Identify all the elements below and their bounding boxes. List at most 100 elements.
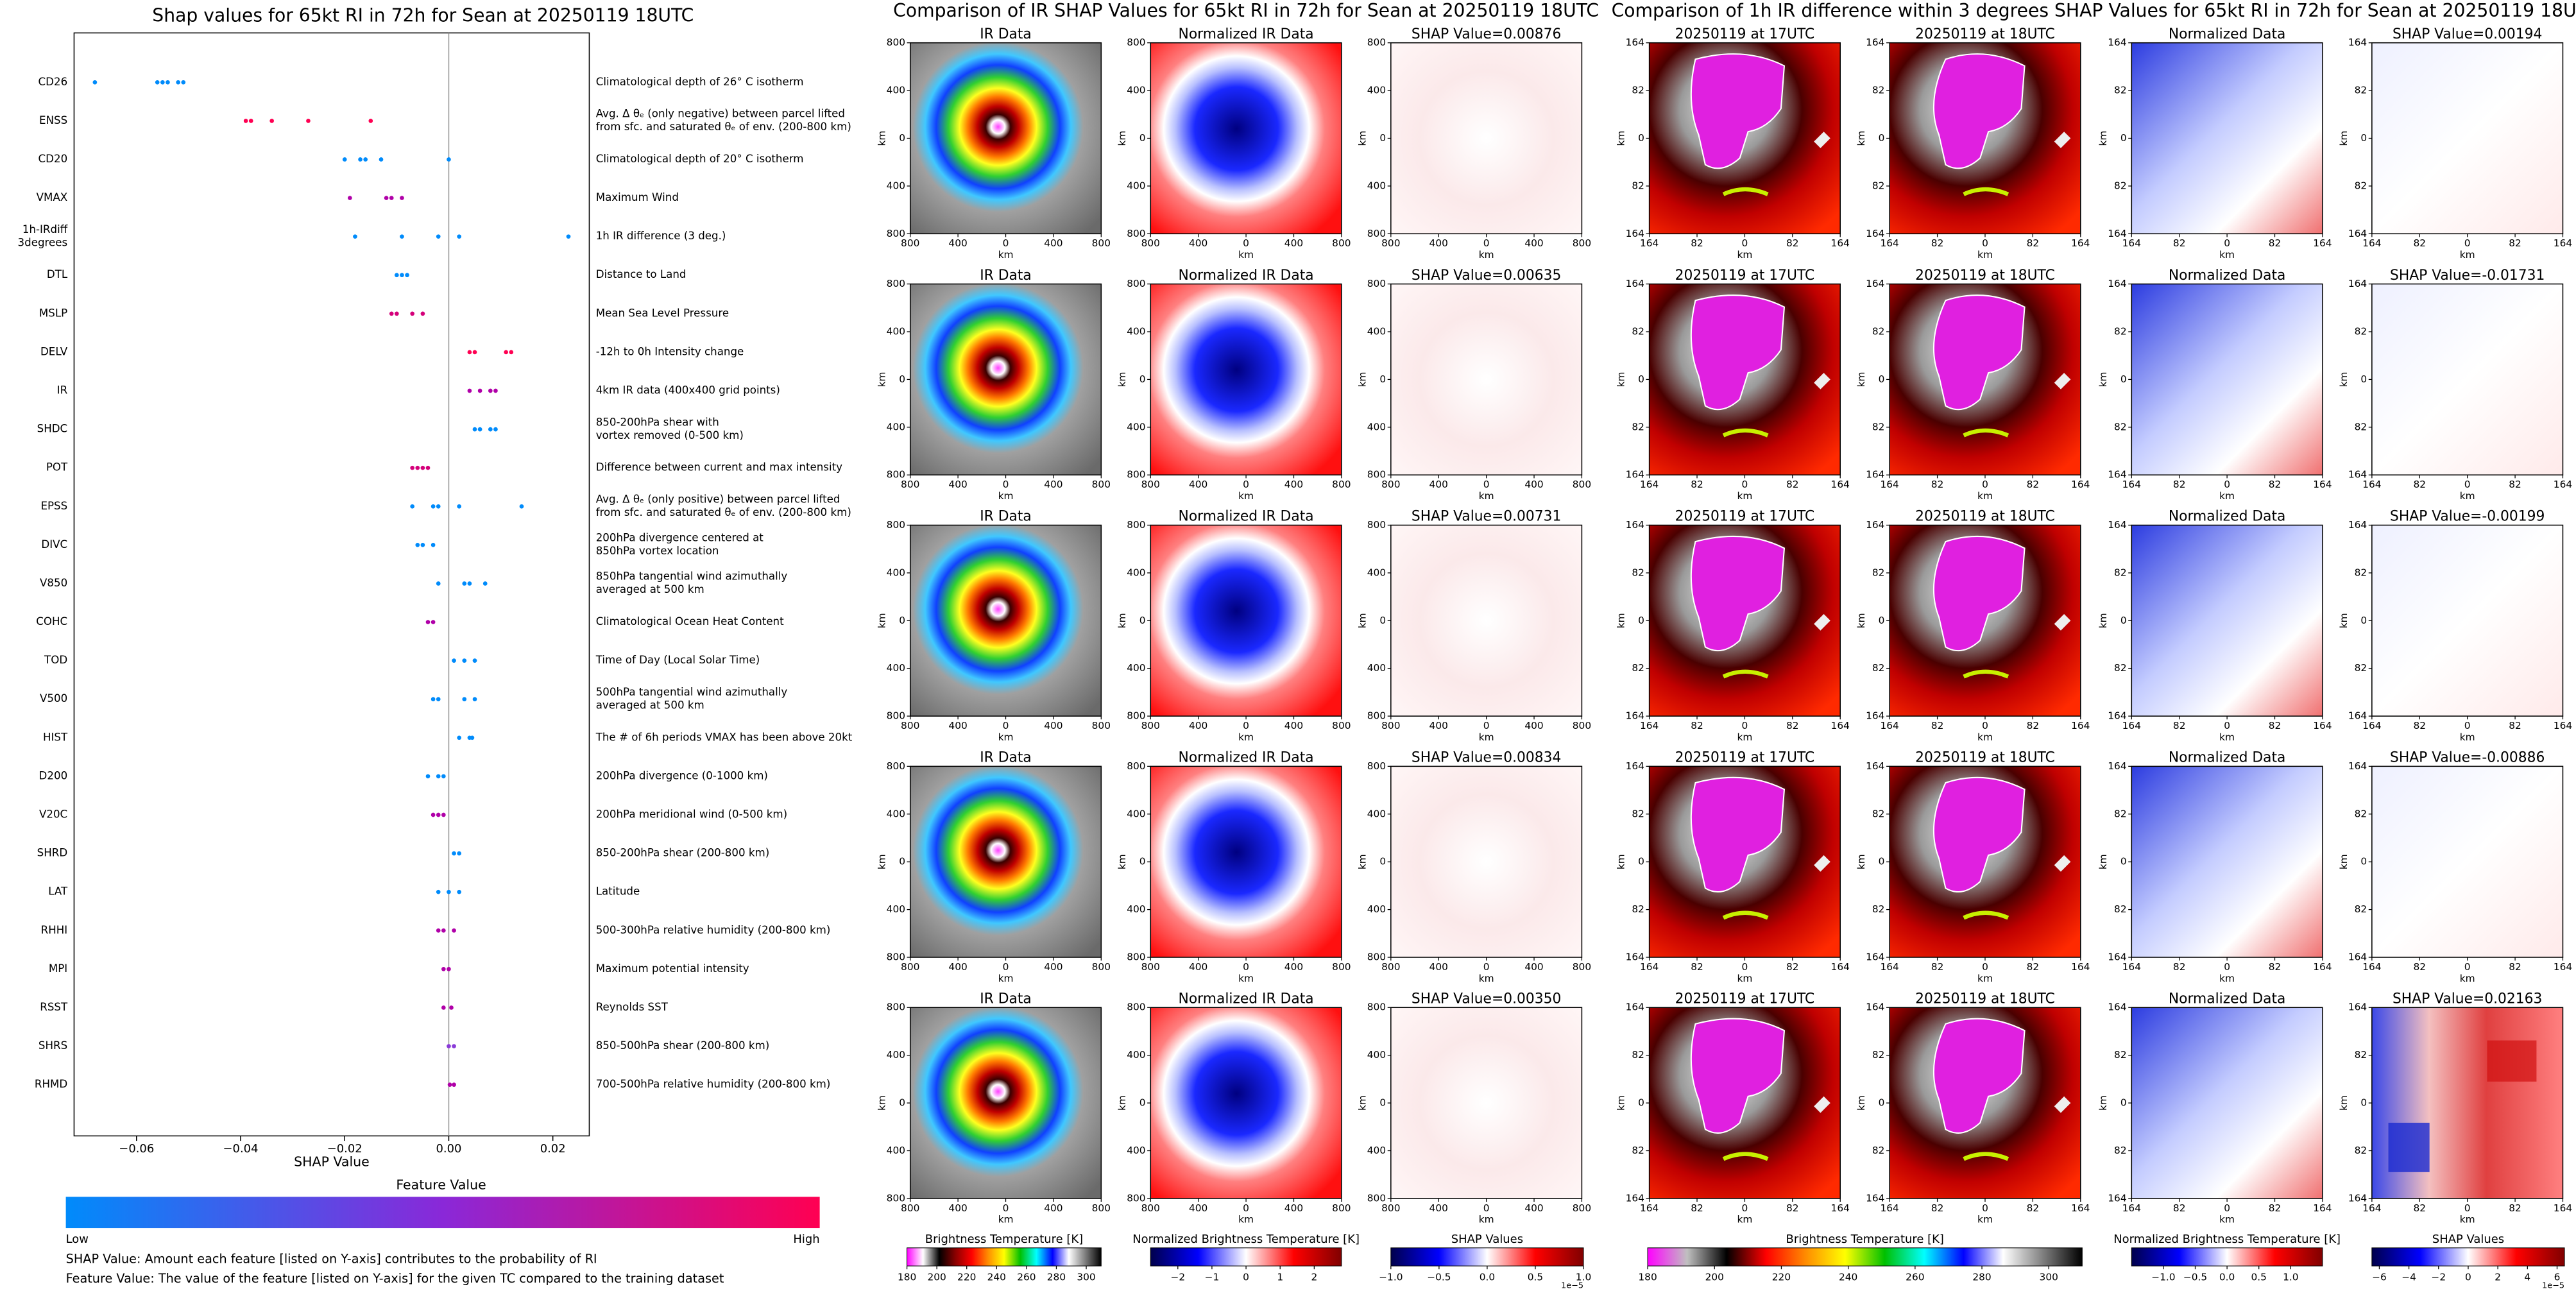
cold-cloud (1932, 776, 2026, 893)
x-axis-label: km (1977, 1214, 1993, 1225)
x-tick-label: 164 (2554, 961, 2572, 973)
x-tick-label: 800 (1573, 961, 1591, 973)
x-tick-label: 400 (1524, 237, 1543, 249)
x-tick-label: 164 (2122, 237, 2141, 249)
panel-title: SHAP Value=-0.01731 (2390, 268, 2545, 284)
feature-description: -12h to 0h Intensity change (596, 345, 744, 357)
colorbar-label: SHAP Values (2432, 1233, 2504, 1246)
x-tick-label: 400 (1044, 479, 1062, 490)
x-tick-label: 0 (1243, 479, 1249, 490)
x-tick-label: 82 (2413, 1202, 2426, 1214)
y-tick-label: 800 (1127, 37, 1145, 48)
shap-point (389, 311, 394, 316)
shap-point (457, 504, 462, 509)
shap-point (472, 427, 477, 432)
shap-point (166, 80, 170, 85)
y-axis-label: km (1616, 854, 1627, 869)
shap-point (457, 234, 462, 239)
colorbar-label: SHAP Values (1451, 1233, 1523, 1246)
shap-point (405, 273, 409, 278)
y-tick-label: 800 (887, 760, 905, 772)
y-tick-label: 800 (887, 469, 905, 481)
feature-label: MSLP (39, 307, 67, 319)
x-tick-label: 164 (2071, 479, 2090, 490)
shap-point (452, 851, 456, 856)
shap-point (306, 119, 311, 123)
y-tick-label: 800 (1367, 278, 1386, 289)
colorbar-tick-label: 2 (2495, 1272, 2501, 1283)
x-tick-label: 82 (1691, 961, 1703, 973)
y-tick-label: 164 (1866, 951, 1884, 962)
feature-description: Climatological Ocean Heat Content (596, 615, 784, 627)
feature-description: Avg. Δ θₑ (only negative) between parcel… (596, 108, 845, 120)
x-tick-label: 0.00 (436, 1142, 461, 1156)
x-axis-label: km (998, 490, 1014, 502)
x-tick-label: 400 (1524, 720, 1543, 731)
x-axis-label: km (1737, 731, 1752, 743)
y-axis-label: km (2097, 1095, 2109, 1111)
x-tick-label: 82 (1691, 1202, 1703, 1214)
panel-title: Normalized Data (2169, 268, 2286, 284)
shap-point (395, 273, 399, 278)
y-tick-label: 0 (899, 615, 905, 626)
y-axis-label: km (1116, 371, 1128, 387)
x-tick-label: 800 (1092, 1202, 1111, 1214)
feature-label: V500 (40, 692, 67, 704)
x-tick-label: 82 (2509, 479, 2521, 490)
cold-cloud (1690, 53, 1786, 169)
feature-description: 850-500hPa shear (200-800 km) (596, 1039, 770, 1052)
y-tick-label: 82 (2114, 326, 2127, 337)
x-tick-label: 164 (1881, 720, 1899, 731)
x-axis-label: km (1977, 731, 1993, 743)
feature-label: DELV (40, 345, 68, 357)
feature-description: from sfc. and saturated θₑ of env. (200-… (596, 121, 851, 133)
y-axis-label: km (1357, 854, 1369, 869)
colorbar-tick-label: −6 (2372, 1272, 2387, 1283)
eye-spot (2054, 373, 2071, 389)
colorbar (2131, 1247, 2323, 1267)
y-tick-label: 82 (1632, 1049, 1644, 1061)
shap-point (509, 350, 514, 355)
feature-description: 850hPa vortex location (596, 545, 719, 557)
x-tick-label: 0 (1243, 237, 1249, 249)
x-tick-label: 82 (1786, 961, 1799, 973)
x-axis-label: km (1479, 973, 1494, 984)
y-tick-label: 400 (1367, 1145, 1386, 1156)
y-tick-label: 0 (899, 373, 905, 385)
shap-point (436, 774, 441, 779)
panel-title: IR Data (980, 991, 1032, 1007)
y-tick-label: 800 (1127, 710, 1145, 722)
shap-point (431, 504, 436, 509)
y-axis-label: km (876, 131, 888, 146)
y-tick-label: 164 (1626, 1002, 1644, 1013)
x-tick-label: 0 (2464, 237, 2471, 249)
y-tick-label: 0 (1638, 615, 1644, 626)
x-tick-label: 800 (1092, 237, 1111, 249)
x-tick-label: 400 (1284, 720, 1303, 731)
cold-cloud (1932, 295, 2026, 411)
shap-point (420, 465, 425, 470)
colorbar-tick-label: 220 (1772, 1272, 1791, 1283)
x-tick-label: 82 (1931, 1202, 1944, 1214)
x-tick-label: 164 (2554, 237, 2572, 249)
shap-point (395, 311, 399, 316)
y-tick-label: 400 (1127, 808, 1145, 819)
feature-label: DTL (47, 268, 68, 280)
x-tick-label: 164 (2071, 1202, 2090, 1214)
x-tick-label: 0 (1483, 1202, 1490, 1214)
x-tick-label: 164 (2554, 720, 2572, 731)
y-tick-label: 82 (1872, 567, 1885, 578)
y-tick-label: 82 (1872, 180, 1885, 191)
panel-title: IR Data (980, 750, 1032, 766)
x-tick-label: 164 (2122, 479, 2141, 490)
feature-description: Time of Day (Local Solar Time) (595, 654, 760, 666)
cold-cloud (1932, 1018, 2026, 1134)
shap-patch (2388, 1122, 2430, 1172)
shap-point (389, 196, 394, 200)
x-axis-label: km (1238, 249, 1254, 260)
y-axis-label: km (1855, 371, 1867, 387)
x-tick-label: 800 (901, 1202, 919, 1214)
x-tick-label: 82 (2027, 1202, 2040, 1214)
shap-point (472, 697, 477, 702)
